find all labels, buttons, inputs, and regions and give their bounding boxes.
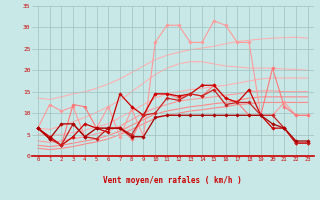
X-axis label: Vent moyen/en rafales ( km/h ): Vent moyen/en rafales ( km/h ) — [103, 176, 242, 185]
